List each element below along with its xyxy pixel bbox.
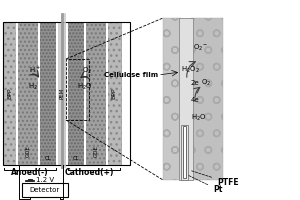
Bar (191, 18, 223, 180)
Bar (57, 22, 67, 165)
Text: Cellulose film: Cellulose film (104, 72, 158, 78)
Text: O$_2$: O$_2$ (201, 78, 211, 88)
Text: 1.2 V: 1.2 V (36, 177, 54, 183)
Text: GDE: GDE (26, 145, 31, 157)
Bar (181, 125, 188, 180)
Bar (67, 22, 85, 165)
Text: PTFE: PTFE (192, 171, 239, 187)
Text: BPP: BPP (112, 88, 116, 99)
Bar (22, 183, 68, 197)
Bar (179, 18, 193, 180)
Bar (183, 126, 186, 178)
Text: H$_2$O: H$_2$O (191, 113, 207, 123)
Text: 4e: 4e (191, 97, 200, 103)
Text: CL: CL (45, 156, 51, 161)
Text: CL: CL (73, 156, 80, 161)
Bar (85, 22, 107, 165)
Text: Pt: Pt (188, 175, 222, 194)
Bar (3, 22, 17, 165)
Bar (66, 22, 68, 165)
Text: Anoed(-): Anoed(-) (11, 168, 49, 176)
Bar (84, 22, 86, 165)
Bar (16, 22, 18, 165)
Text: Cathoed(+): Cathoed(+) (64, 168, 114, 176)
Text: BPP: BPP (8, 88, 13, 99)
Text: H$_2$O: H$_2$O (77, 82, 93, 92)
Text: H$_2$O$_2$: H$_2$O$_2$ (181, 65, 200, 75)
Bar (56, 22, 58, 165)
Bar (66, 59, 89, 120)
Bar (163, 18, 181, 180)
Bar (3, 22, 130, 165)
Text: 2e: 2e (191, 80, 200, 86)
Text: O$_2$: O$_2$ (82, 66, 92, 76)
Text: H$_2$: H$_2$ (28, 82, 38, 92)
Bar (38, 22, 40, 165)
Text: PEM: PEM (59, 88, 64, 99)
Bar (107, 22, 121, 165)
Text: O$_2$$^-$: O$_2$$^-$ (193, 43, 208, 53)
Text: Detector: Detector (30, 187, 60, 193)
Bar (106, 22, 108, 165)
Text: GDE: GDE (94, 145, 98, 157)
Bar (39, 22, 57, 165)
Text: H$^+$: H$^+$ (29, 65, 41, 75)
Bar (17, 22, 39, 165)
